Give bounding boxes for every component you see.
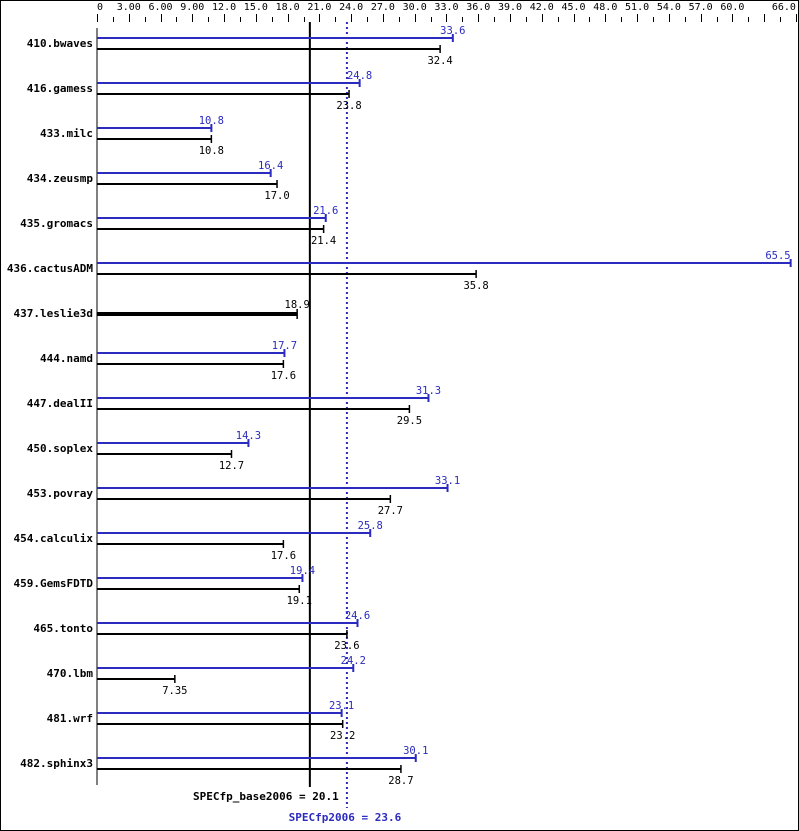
peak-value-label: 16.4 [258, 160, 283, 172]
benchmark-label: 435.gromacs [20, 217, 93, 230]
reference-lines [308, 22, 348, 808]
peak-value-label: 25.8 [358, 520, 383, 532]
tick-label: 54.0 [657, 2, 681, 13]
base-value-label: 10.8 [199, 145, 224, 157]
peak-value-label: 23.1 [329, 700, 354, 712]
tick-label: 12.0 [212, 2, 236, 13]
tick-label: 66.0 [772, 2, 796, 13]
base-value-label: 27.7 [378, 505, 403, 517]
tick-label: 0 [97, 2, 103, 13]
tick-label: 15.0 [244, 2, 268, 13]
tick-label: 27.0 [371, 2, 395, 13]
tick-label: 48.0 [593, 2, 617, 13]
benchmark-label: 410.bwaves [27, 37, 93, 50]
base-value-label: 17.6 [271, 370, 296, 382]
peak-value-label: 10.8 [199, 115, 224, 127]
base-value-label: 23.8 [336, 100, 361, 112]
tick-label: 36.0 [466, 2, 490, 13]
tick-label: 30.0 [403, 2, 427, 13]
peak-value-label: 24.8 [347, 70, 372, 82]
tick-label: 6.00 [148, 2, 172, 13]
base-value-label: 17.0 [264, 190, 289, 202]
base-value-label: 19.1 [287, 595, 312, 607]
tick-label: 57.0 [689, 2, 713, 13]
tick-label: 3.00 [117, 2, 141, 13]
peak-summary-label: SPECfp2006 = 23.6 [289, 811, 402, 824]
bars: 410.bwaves 33.6 32.4 416.gamess 24.8 23.8 433.… [7, 25, 792, 787]
peak-value-label: 24.2 [341, 655, 366, 667]
benchmark-label: 454.calculix [14, 532, 94, 545]
benchmark-label: 481.wrf [47, 712, 93, 725]
tick-label: 45.0 [562, 2, 586, 13]
benchmark-label: 450.soplex [27, 442, 94, 455]
base-value-label: 35.8 [463, 280, 488, 292]
peak-value-label: 21.6 [313, 205, 338, 217]
peak-value-label: 24.6 [345, 610, 370, 622]
benchmark-label: 433.milc [40, 127, 93, 140]
benchmark-label: 416.gamess [27, 82, 93, 95]
base-value-label: 21.4 [311, 235, 336, 247]
tick-label: 21.0 [307, 2, 331, 13]
peak-value-label: 33.6 [440, 25, 465, 37]
benchmark-label: 437.leslie3d [14, 307, 93, 320]
peak-value-label: 30.1 [403, 745, 428, 757]
base-value-label: 29.5 [397, 415, 422, 427]
benchmark-label: 465.tonto [33, 622, 93, 635]
peak-value-label: 17.7 [272, 340, 297, 352]
tick-label: 39.0 [498, 2, 522, 13]
benchmark-label: 444.namd [40, 352, 93, 365]
base-value-label: 18.9 [285, 299, 310, 311]
tick-label: 42.0 [530, 2, 554, 13]
base-value-label: 17.6 [271, 550, 296, 562]
x-axis: 0 3.00 6.00 9.00 12.0 15.0 18.0 21.0 24.0 27.0 30.… [96, 2, 797, 785]
base-value-label: 12.7 [219, 460, 244, 472]
peak-value-label: 14.3 [236, 430, 261, 442]
benchmark-label: 453.povray [27, 487, 94, 500]
tick-label: 51.0 [625, 2, 649, 13]
base-value-label: 28.7 [388, 775, 413, 787]
peak-value-label: 31.3 [416, 385, 441, 397]
tick-label: 24.0 [339, 2, 363, 13]
benchmark-label: 436.cactusADM [7, 262, 93, 275]
benchmark-label: 459.GemsFDTD [14, 577, 94, 590]
tick-label: 18.0 [276, 2, 300, 13]
tick-label: 9.00 [180, 2, 204, 13]
tick-label: 60.0 [720, 2, 744, 13]
benchmark-label: 482.sphinx3 [20, 757, 93, 770]
tick-label: 33.0 [434, 2, 458, 13]
benchmark-label: 434.zeusmp [27, 172, 94, 185]
benchmark-label: 447.dealII [27, 397, 93, 410]
base-value-label: 23.2 [330, 730, 355, 742]
base-value-label: 7.35 [162, 685, 187, 697]
base-value-label: 23.6 [334, 640, 359, 652]
peak-value-label: 33.1 [435, 475, 460, 487]
peak-value-label: 65.5 [765, 250, 790, 262]
base-summary-label: SPECfp_base2006 = 20.1 [193, 790, 339, 803]
base-value-label: 32.4 [427, 55, 452, 67]
benchmark-label: 470.lbm [47, 667, 94, 680]
peak-value-label: 19.4 [290, 565, 315, 577]
